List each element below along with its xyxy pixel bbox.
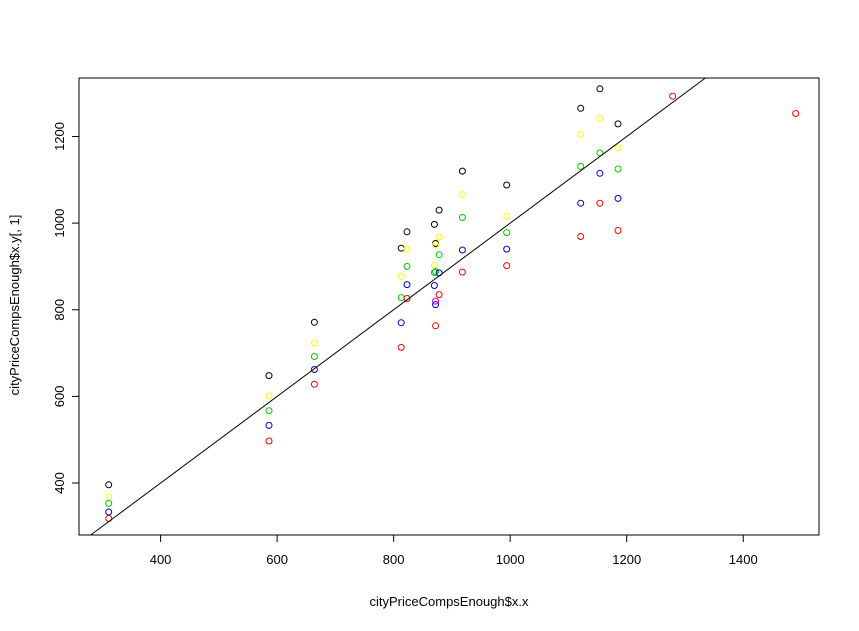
series-3	[105, 169, 622, 516]
data-point	[577, 104, 585, 112]
y-axis: 400 600 800 1000 1200	[52, 122, 80, 494]
data-point	[669, 92, 677, 100]
data-point	[430, 220, 438, 228]
data-point	[458, 246, 466, 254]
data-point	[432, 322, 440, 330]
data-point	[310, 353, 318, 360]
data-point	[432, 268, 440, 276]
x-tick-label: 800	[383, 552, 405, 567]
data-point	[403, 295, 411, 302]
data-point	[577, 131, 585, 139]
y-axis-label: cityPriceCompsEnough$x.y[, 1]	[7, 215, 22, 396]
data-point	[403, 262, 411, 270]
plot-frame	[78, 77, 820, 536]
data-point	[503, 245, 511, 253]
data-points	[105, 85, 800, 522]
data-point	[503, 181, 511, 189]
data-point	[403, 228, 411, 236]
x-tick-label: 1200	[612, 552, 641, 567]
series-5	[105, 92, 800, 522]
y-tick-label: 1000	[52, 209, 67, 238]
data-point	[596, 85, 604, 93]
data-point	[310, 318, 318, 326]
x-tick-label: 1400	[729, 552, 758, 567]
data-point	[265, 421, 273, 429]
data-point	[265, 372, 273, 380]
data-point	[105, 493, 113, 501]
data-point	[577, 233, 585, 240]
data-point	[577, 199, 585, 207]
data-point	[458, 268, 466, 276]
data-point	[105, 508, 113, 516]
data-point	[614, 144, 622, 152]
data-point	[430, 269, 438, 276]
data-point	[577, 162, 585, 170]
series-2	[105, 149, 622, 507]
data-point	[310, 339, 318, 347]
data-point	[503, 229, 511, 237]
x-tick-label: 400	[150, 552, 172, 567]
data-point	[614, 227, 622, 234]
data-point	[596, 199, 604, 207]
series-4	[432, 297, 440, 305]
y-tick-label: 400	[52, 472, 67, 494]
y-tick-label: 600	[52, 386, 67, 408]
data-point	[435, 291, 443, 299]
data-point	[503, 212, 511, 220]
data-point	[265, 392, 273, 400]
data-point	[430, 261, 438, 269]
data-point	[458, 167, 466, 175]
data-point	[310, 366, 318, 373]
data-point	[432, 241, 440, 249]
data-point	[403, 281, 411, 289]
data-point	[105, 481, 113, 489]
x-tick-label: 1000	[496, 552, 525, 567]
data-point	[458, 214, 466, 221]
data-point	[596, 114, 604, 122]
data-point	[432, 301, 440, 309]
data-point	[403, 245, 411, 253]
series-0	[105, 85, 622, 489]
data-point	[458, 191, 466, 198]
data-point	[397, 343, 405, 351]
data-point	[596, 169, 604, 177]
y-tick-label: 800	[52, 299, 67, 321]
series-1	[105, 114, 622, 501]
data-point	[265, 437, 273, 445]
data-point	[432, 297, 440, 305]
data-point	[435, 233, 443, 241]
data-point	[265, 407, 273, 415]
x-axis-label: cityPriceCompsEnough$x.x	[370, 594, 529, 609]
data-point	[310, 380, 318, 388]
reference-line	[90, 77, 706, 536]
x-tick-label: 600	[266, 552, 288, 567]
data-point	[503, 262, 511, 270]
data-point	[614, 165, 622, 173]
data-point	[105, 499, 113, 507]
data-point	[430, 282, 438, 289]
data-point	[397, 244, 405, 252]
y-tick-label: 1200	[52, 122, 67, 151]
data-point	[435, 206, 443, 214]
data-point	[397, 272, 405, 280]
data-point	[397, 319, 405, 327]
x-axis: 400 600 800 1000 1200 1400	[150, 534, 758, 567]
data-point	[397, 294, 405, 302]
reference-line-group	[90, 77, 706, 536]
data-point	[435, 251, 443, 259]
data-point	[614, 120, 622, 128]
data-point	[614, 194, 622, 202]
data-point	[792, 110, 800, 117]
